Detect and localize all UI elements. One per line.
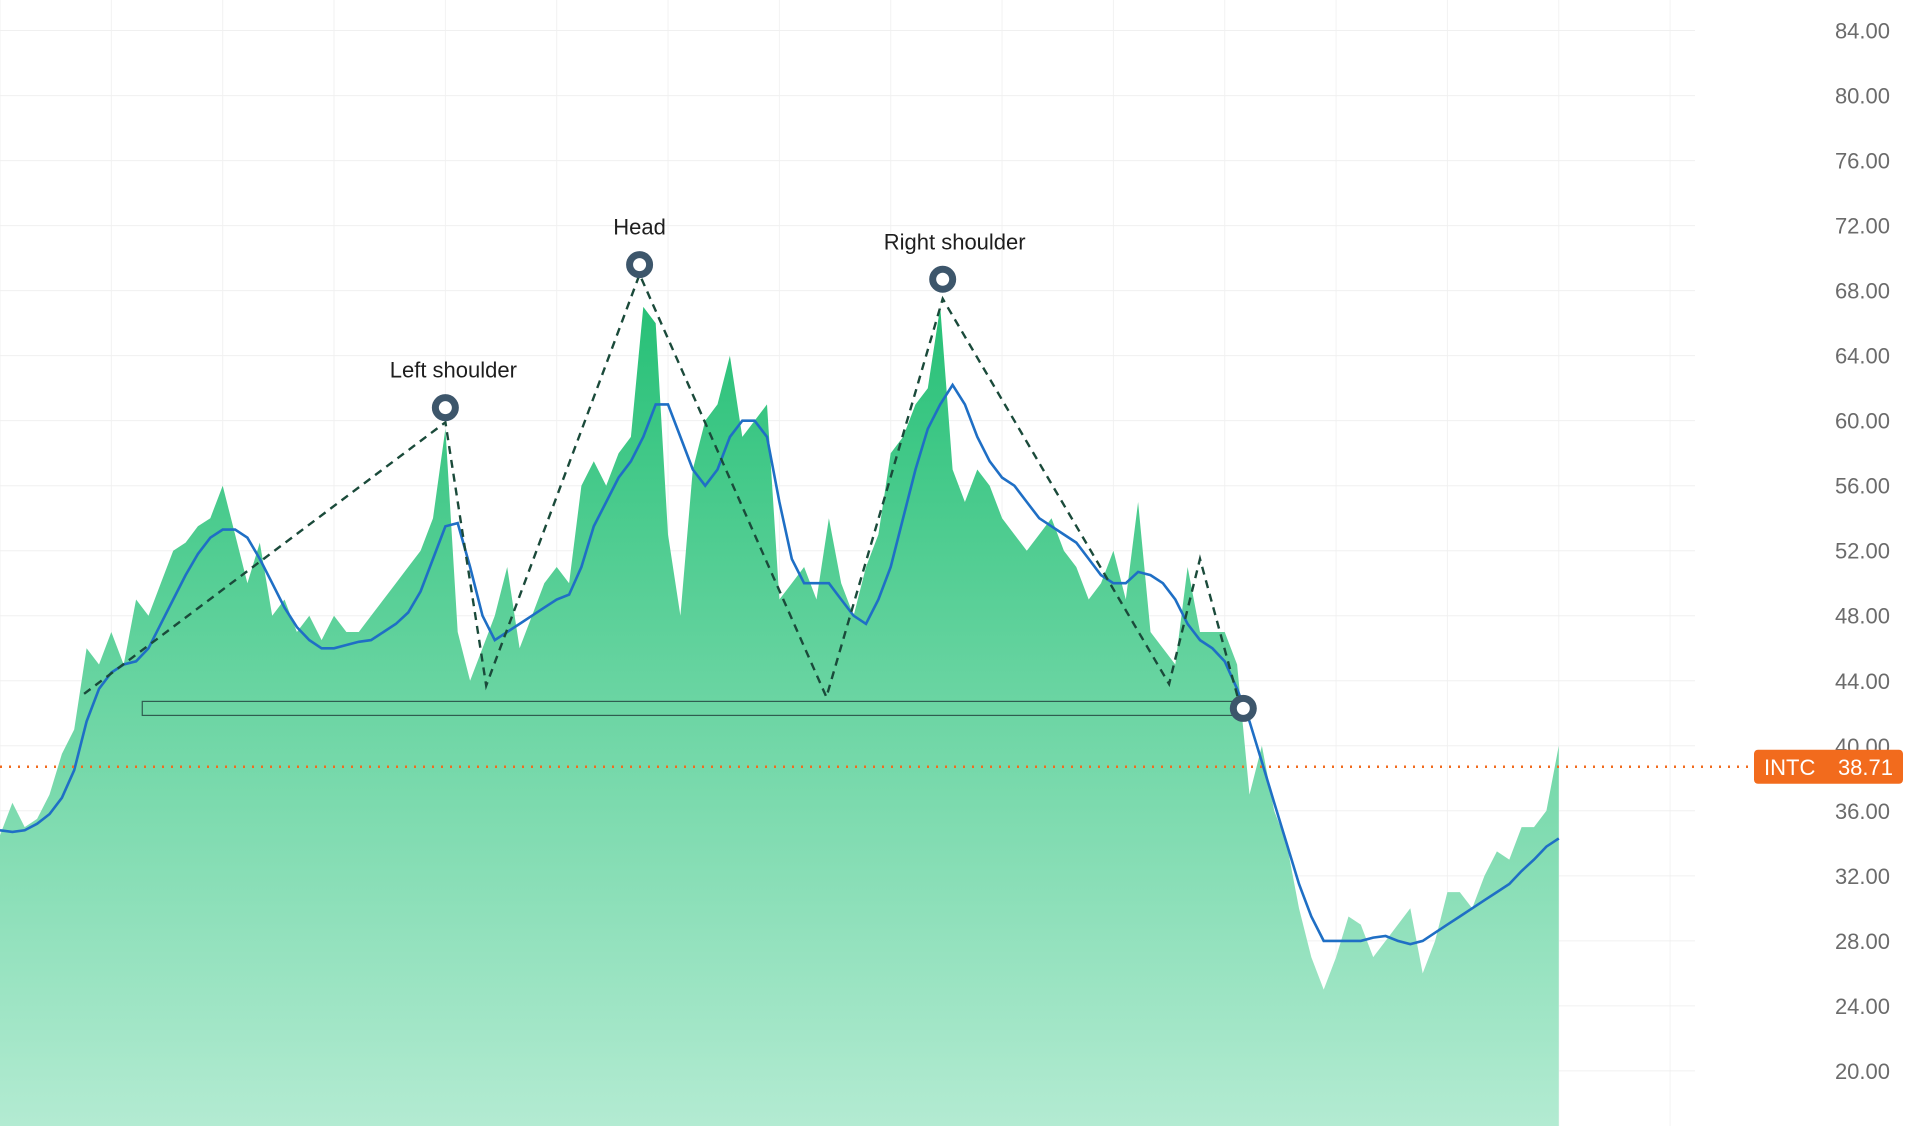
- y-tick-label: 44.00: [1835, 669, 1890, 694]
- y-tick-label: 36.00: [1835, 799, 1890, 824]
- price-symbol: INTC: [1764, 755, 1815, 780]
- y-tick-label: 24.00: [1835, 994, 1890, 1019]
- y-tick-label: 32.00: [1835, 864, 1890, 889]
- y-tick-label: 28.00: [1835, 929, 1890, 954]
- y-tick-label: 56.00: [1835, 474, 1890, 499]
- price-label: 38.71: [1838, 755, 1893, 780]
- pivot-marker: [626, 251, 654, 279]
- y-tick-label: 48.00: [1835, 604, 1890, 629]
- y-tick-label: 52.00: [1835, 539, 1890, 564]
- y-tick-label: 60.00: [1835, 409, 1890, 434]
- annotation-label: Left shoulder: [390, 358, 517, 383]
- y-tick-label: 76.00: [1835, 149, 1890, 174]
- y-tick-label: 64.00: [1835, 344, 1890, 369]
- annotation-label: Head: [613, 215, 666, 240]
- pivot-marker: [1229, 694, 1257, 722]
- moving-average: [0, 382, 1560, 946]
- price-area: [0, 306, 1559, 1126]
- pivot-marker: [431, 394, 459, 422]
- y-tick-label: 84.00: [1835, 19, 1890, 44]
- annotation-label: Right shoulder: [884, 229, 1026, 254]
- y-tick-label: 68.00: [1835, 279, 1890, 304]
- pattern-line: [83, 271, 1242, 709]
- pivot-marker: [929, 265, 957, 293]
- price-badge: [1754, 749, 1903, 784]
- y-tick-label: 20.00: [1835, 1059, 1890, 1084]
- y-tick-label: 80.00: [1835, 84, 1890, 109]
- y-tick-label: 72.00: [1835, 214, 1890, 239]
